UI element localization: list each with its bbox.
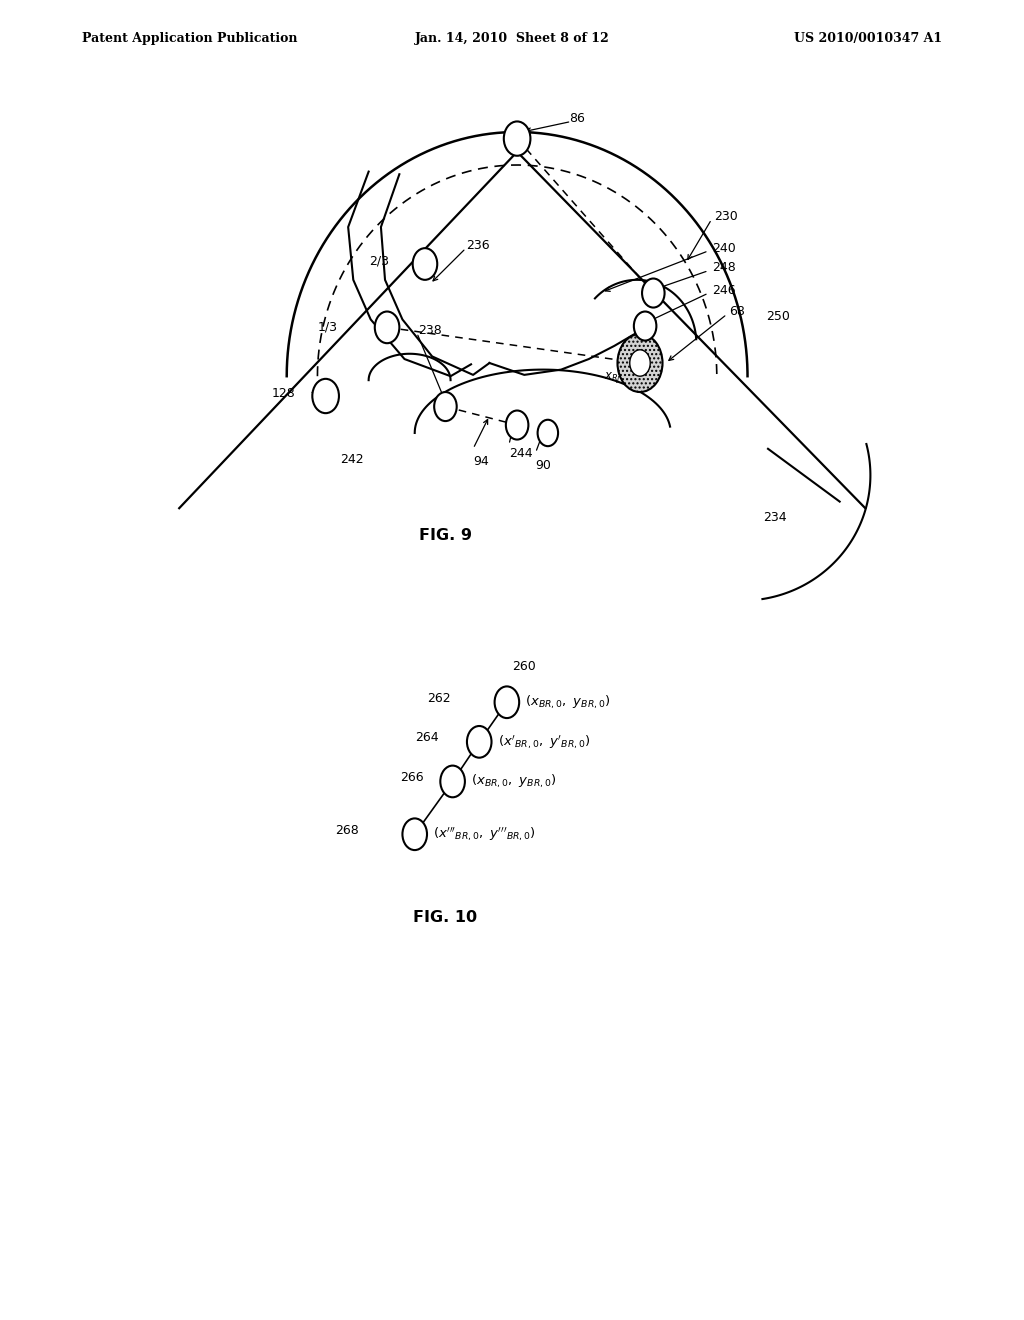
Text: 234: 234: [763, 511, 786, 524]
Text: 128: 128: [271, 387, 295, 400]
Circle shape: [495, 686, 519, 718]
Text: FIG. 9: FIG. 9: [419, 528, 472, 544]
Circle shape: [413, 248, 437, 280]
Text: 94: 94: [473, 455, 488, 469]
Circle shape: [467, 726, 492, 758]
Text: 68: 68: [729, 305, 745, 318]
Text: Patent Application Publication: Patent Application Publication: [82, 32, 297, 45]
Text: $x_{Rj}$, $y_{Rj}$: $x_{Rj}$, $y_{Rj}$: [604, 370, 644, 384]
Circle shape: [617, 334, 663, 392]
Text: 260: 260: [512, 660, 536, 673]
Circle shape: [402, 818, 427, 850]
Text: 2/3: 2/3: [369, 255, 389, 268]
Circle shape: [440, 766, 465, 797]
Circle shape: [504, 121, 530, 156]
Text: Jan. 14, 2010  Sheet 8 of 12: Jan. 14, 2010 Sheet 8 of 12: [415, 32, 609, 45]
Text: 244: 244: [509, 447, 532, 461]
Text: US 2010/0010347 A1: US 2010/0010347 A1: [794, 32, 942, 45]
Circle shape: [506, 411, 528, 440]
Text: 230: 230: [714, 210, 737, 223]
Text: 1/3: 1/3: [317, 321, 338, 334]
Text: FIG. 10: FIG. 10: [414, 909, 477, 925]
Text: 236: 236: [466, 239, 489, 252]
Text: 242: 242: [340, 453, 364, 466]
Text: 264: 264: [415, 731, 438, 744]
Text: 268: 268: [335, 824, 358, 837]
Text: 90: 90: [536, 459, 552, 473]
Text: 246: 246: [712, 284, 735, 297]
Circle shape: [312, 379, 339, 413]
Text: 238: 238: [418, 323, 441, 337]
Circle shape: [538, 420, 558, 446]
Circle shape: [634, 312, 656, 341]
Text: $(x_{BR,0},\ y_{BR,0})$: $(x_{BR,0},\ y_{BR,0})$: [471, 772, 557, 791]
Text: 248: 248: [712, 261, 735, 275]
Text: 240: 240: [712, 242, 735, 255]
Circle shape: [375, 312, 399, 343]
Text: $(x'''_{BR,0},\ y'''_{BR,0})$: $(x'''_{BR,0},\ y'''_{BR,0})$: [433, 825, 536, 843]
Text: 266: 266: [400, 771, 424, 784]
Circle shape: [434, 392, 457, 421]
Text: 262: 262: [427, 692, 451, 705]
Text: 250: 250: [766, 310, 790, 323]
Text: 86: 86: [569, 112, 586, 125]
Circle shape: [642, 279, 665, 308]
Circle shape: [630, 350, 650, 376]
Text: $(x_{BR,0},\ y_{BR,0})$: $(x_{BR,0},\ y_{BR,0})$: [525, 693, 611, 711]
Text: $(x'_{BR,0},\ y'_{BR,0})$: $(x'_{BR,0},\ y'_{BR,0})$: [498, 733, 591, 751]
